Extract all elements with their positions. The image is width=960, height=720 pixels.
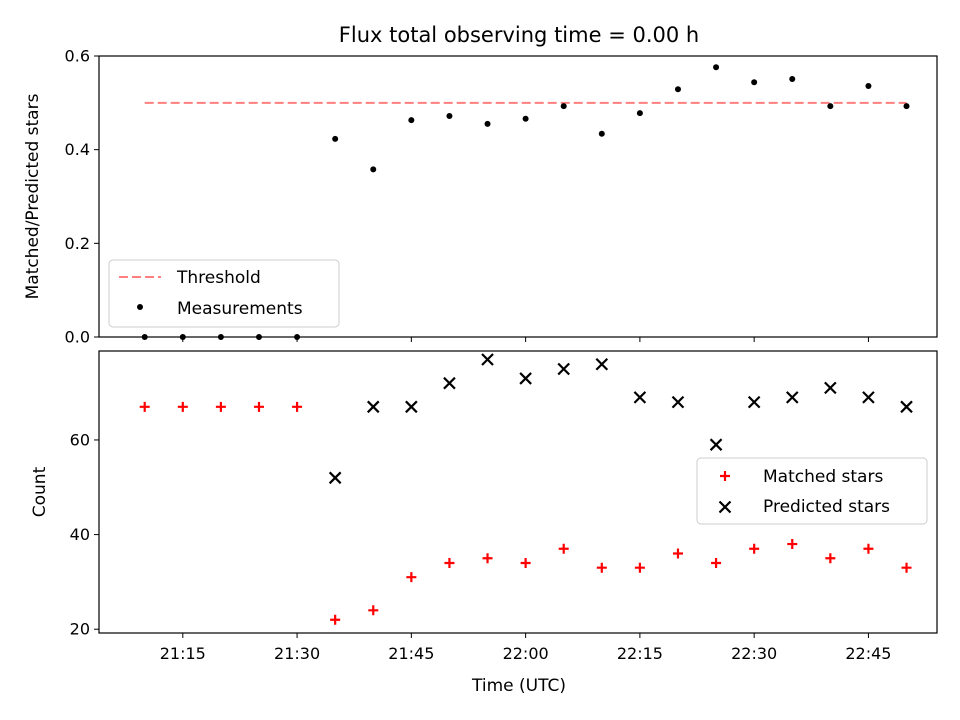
data-point: [747, 395, 761, 409]
data-point: [481, 353, 494, 366]
data-point: [141, 334, 148, 340]
data-point: [217, 334, 224, 340]
data-point: [709, 438, 723, 451]
legend: Matched stars Predicted stars: [696, 457, 928, 525]
data-point: [749, 543, 760, 554]
data-point: [522, 115, 529, 122]
y-tick-label: 60: [70, 430, 90, 449]
data-point: [484, 120, 491, 127]
data-point: [903, 103, 910, 110]
series-matched-stars: [139, 401, 912, 625]
data-point: [751, 79, 758, 86]
data-point: [900, 400, 913, 414]
data-point: [785, 391, 799, 404]
chart-title: Flux total observing time = 0.00 h: [339, 23, 699, 47]
data-point: [366, 400, 380, 414]
data-point: [520, 557, 531, 568]
data-point: [408, 117, 415, 124]
legend-measurements-swatch: [137, 304, 143, 310]
data-point: [827, 103, 834, 110]
y-tick-label: 20: [70, 620, 90, 639]
data-point: [443, 376, 456, 390]
data-point: [634, 562, 645, 573]
data-point: [865, 82, 872, 89]
data-point: [330, 614, 341, 625]
x-tick-label: 21:15: [160, 644, 206, 663]
data-point: [671, 395, 685, 409]
data-point: [672, 548, 683, 559]
series-measurements: [141, 64, 910, 340]
legend-matched-swatch: [720, 471, 730, 481]
data-point: [557, 362, 570, 376]
legend: Threshold Measurements: [108, 259, 340, 328]
data-point: [595, 357, 609, 371]
data-point: [253, 401, 264, 412]
y-tick-label: 0.2: [65, 234, 90, 253]
data-point: [405, 400, 418, 414]
series-predicted-stars: [328, 353, 913, 485]
data-point: [370, 166, 377, 173]
legend-threshold-label: Threshold: [176, 268, 261, 288]
data-point: [863, 543, 874, 554]
x-tick-label: 21:45: [388, 644, 434, 663]
data-point: [901, 562, 912, 573]
y-axis-label: Count: [30, 466, 50, 517]
legend-predicted-swatch: [718, 500, 732, 514]
y-tick-label: 40: [70, 525, 90, 544]
data-point: [332, 135, 339, 142]
data-point: [179, 334, 186, 340]
data-point: [596, 562, 607, 573]
data-point: [519, 372, 532, 385]
data-point: [633, 391, 647, 404]
data-point: [368, 605, 379, 616]
x-tick-label: 22:30: [731, 644, 777, 663]
x-tick-label: 22:00: [503, 644, 549, 663]
legend-matched-label: Matched stars: [763, 467, 883, 487]
data-point: [215, 401, 226, 412]
count-panel: 20 40 60 21:15 21:30 21:45 22:00 22:15 22:30 22:4…: [30, 350, 938, 663]
data-point: [598, 130, 605, 137]
data-point: [789, 75, 796, 82]
data-point: [560, 103, 567, 110]
y-tick-label: 0.4: [65, 140, 90, 159]
x-tick-label: 22:15: [617, 644, 663, 663]
data-point: [292, 401, 303, 412]
data-point: [824, 381, 837, 395]
plot-frame: [98, 350, 938, 634]
legend-box: [108, 259, 340, 328]
legend-predicted-label: Predicted stars: [763, 497, 890, 517]
data-point: [406, 572, 417, 583]
data-point: [713, 64, 720, 71]
data-point: [444, 557, 455, 568]
plot-frame: [98, 55, 938, 338]
y-tick-label: 0.6: [65, 47, 90, 66]
data-point: [636, 110, 643, 117]
data-point: [255, 334, 262, 340]
legend-box: [696, 457, 928, 525]
x-axis-label: Time (UTC): [471, 676, 566, 696]
y-axis-label: Matched/Predicted stars: [23, 93, 43, 299]
data-point: [446, 112, 453, 119]
data-point: [711, 557, 722, 568]
data-point: [674, 86, 681, 93]
x-tick-label: 22:45: [845, 644, 891, 663]
data-point: [294, 334, 301, 340]
data-point: [825, 553, 836, 564]
data-point: [139, 401, 150, 412]
data-point: [177, 401, 188, 412]
y-tick-label: 0.0: [65, 328, 90, 347]
data-point: [787, 539, 798, 550]
data-point: [482, 553, 493, 564]
data-point: [328, 471, 342, 485]
ratio-panel: 0.0 0.2 0.4 0.6 Matched/Predicted stars Thres…: [23, 47, 938, 347]
x-tick-label: 21:30: [274, 644, 320, 663]
data-point: [558, 543, 569, 554]
data-point: [862, 391, 875, 404]
legend-measurements-label: Measurements: [177, 299, 303, 319]
